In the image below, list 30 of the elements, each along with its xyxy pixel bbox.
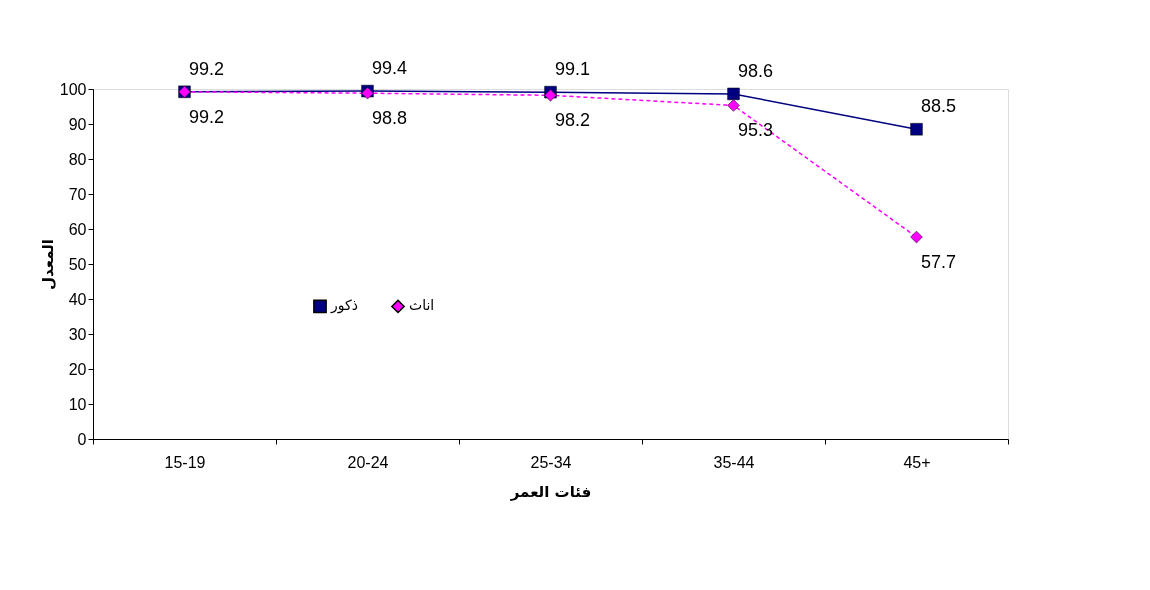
y-tick-label: 80 (68, 150, 87, 168)
x-tick-label: 45+ (903, 453, 931, 471)
data-label: 98.2 (554, 110, 591, 131)
data-label: 98.6 (737, 60, 774, 81)
data-label: 99.1 (554, 59, 591, 80)
y-tick-label: 30 (68, 325, 87, 343)
data-label: 95.3 (737, 120, 774, 141)
data-label: 99.4 (371, 58, 408, 79)
x-tick-label: 35-44 (713, 453, 755, 471)
data-label: 98.8 (371, 108, 408, 129)
x-tick-label: 25-34 (530, 453, 572, 471)
y-axis-title: المعدل (38, 239, 57, 290)
legend-label: اناث (409, 297, 435, 314)
y-tick-label: 100 (59, 80, 87, 98)
x-tick-label: 20-24 (347, 453, 389, 471)
legend-label: ذكور (330, 297, 358, 315)
x-tick-label: 15-19 (164, 453, 206, 471)
y-tick-label: 90 (68, 115, 87, 133)
data-label: 57.7 (920, 252, 957, 273)
y-tick-label: 20 (68, 360, 87, 378)
data-label: 99.2 (188, 106, 225, 127)
y-tick-label: 10 (68, 395, 87, 413)
y-tick-label: 0 (77, 430, 87, 448)
y-tick-label: 60 (68, 220, 87, 238)
y-tick-label: 50 (68, 255, 87, 273)
data-label: 88.5 (920, 96, 957, 117)
x-axis-title: فئات العمر (509, 482, 592, 501)
data-label: 99.2 (188, 58, 225, 79)
y-tick-label: 40 (68, 290, 87, 308)
y-tick-label: 70 (68, 185, 87, 203)
